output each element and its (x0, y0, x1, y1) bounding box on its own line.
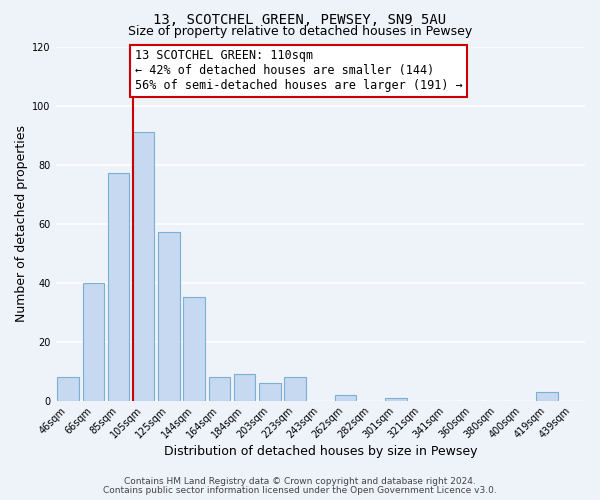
Bar (108, 174, 129, 400)
Text: Contains public sector information licensed under the Open Government Licence v3: Contains public sector information licen… (103, 486, 497, 495)
Bar (259, 383, 281, 400)
Bar (385, 398, 407, 400)
Text: 13 SCOTCHEL GREEN: 110sqm
← 42% of detached houses are smaller (144)
56% of semi: 13 SCOTCHEL GREEN: 110sqm ← 42% of detac… (135, 50, 463, 92)
Bar (83, 282, 104, 401)
Bar (158, 232, 180, 400)
Bar (58, 377, 79, 400)
X-axis label: Distribution of detached houses by size in Pewsey: Distribution of detached houses by size … (164, 444, 477, 458)
Bar (184, 298, 205, 401)
Bar (536, 392, 558, 400)
Bar (335, 394, 356, 400)
Bar (209, 377, 230, 400)
Text: 13, SCOTCHEL GREEN, PEWSEY, SN9 5AU: 13, SCOTCHEL GREEN, PEWSEY, SN9 5AU (154, 12, 446, 26)
Bar (234, 374, 256, 400)
Bar (284, 377, 306, 400)
Y-axis label: Number of detached properties: Number of detached properties (15, 125, 28, 322)
Text: Contains HM Land Registry data © Crown copyright and database right 2024.: Contains HM Land Registry data © Crown c… (124, 477, 476, 486)
Text: Size of property relative to detached houses in Pewsey: Size of property relative to detached ho… (128, 25, 472, 38)
Bar (133, 132, 154, 400)
